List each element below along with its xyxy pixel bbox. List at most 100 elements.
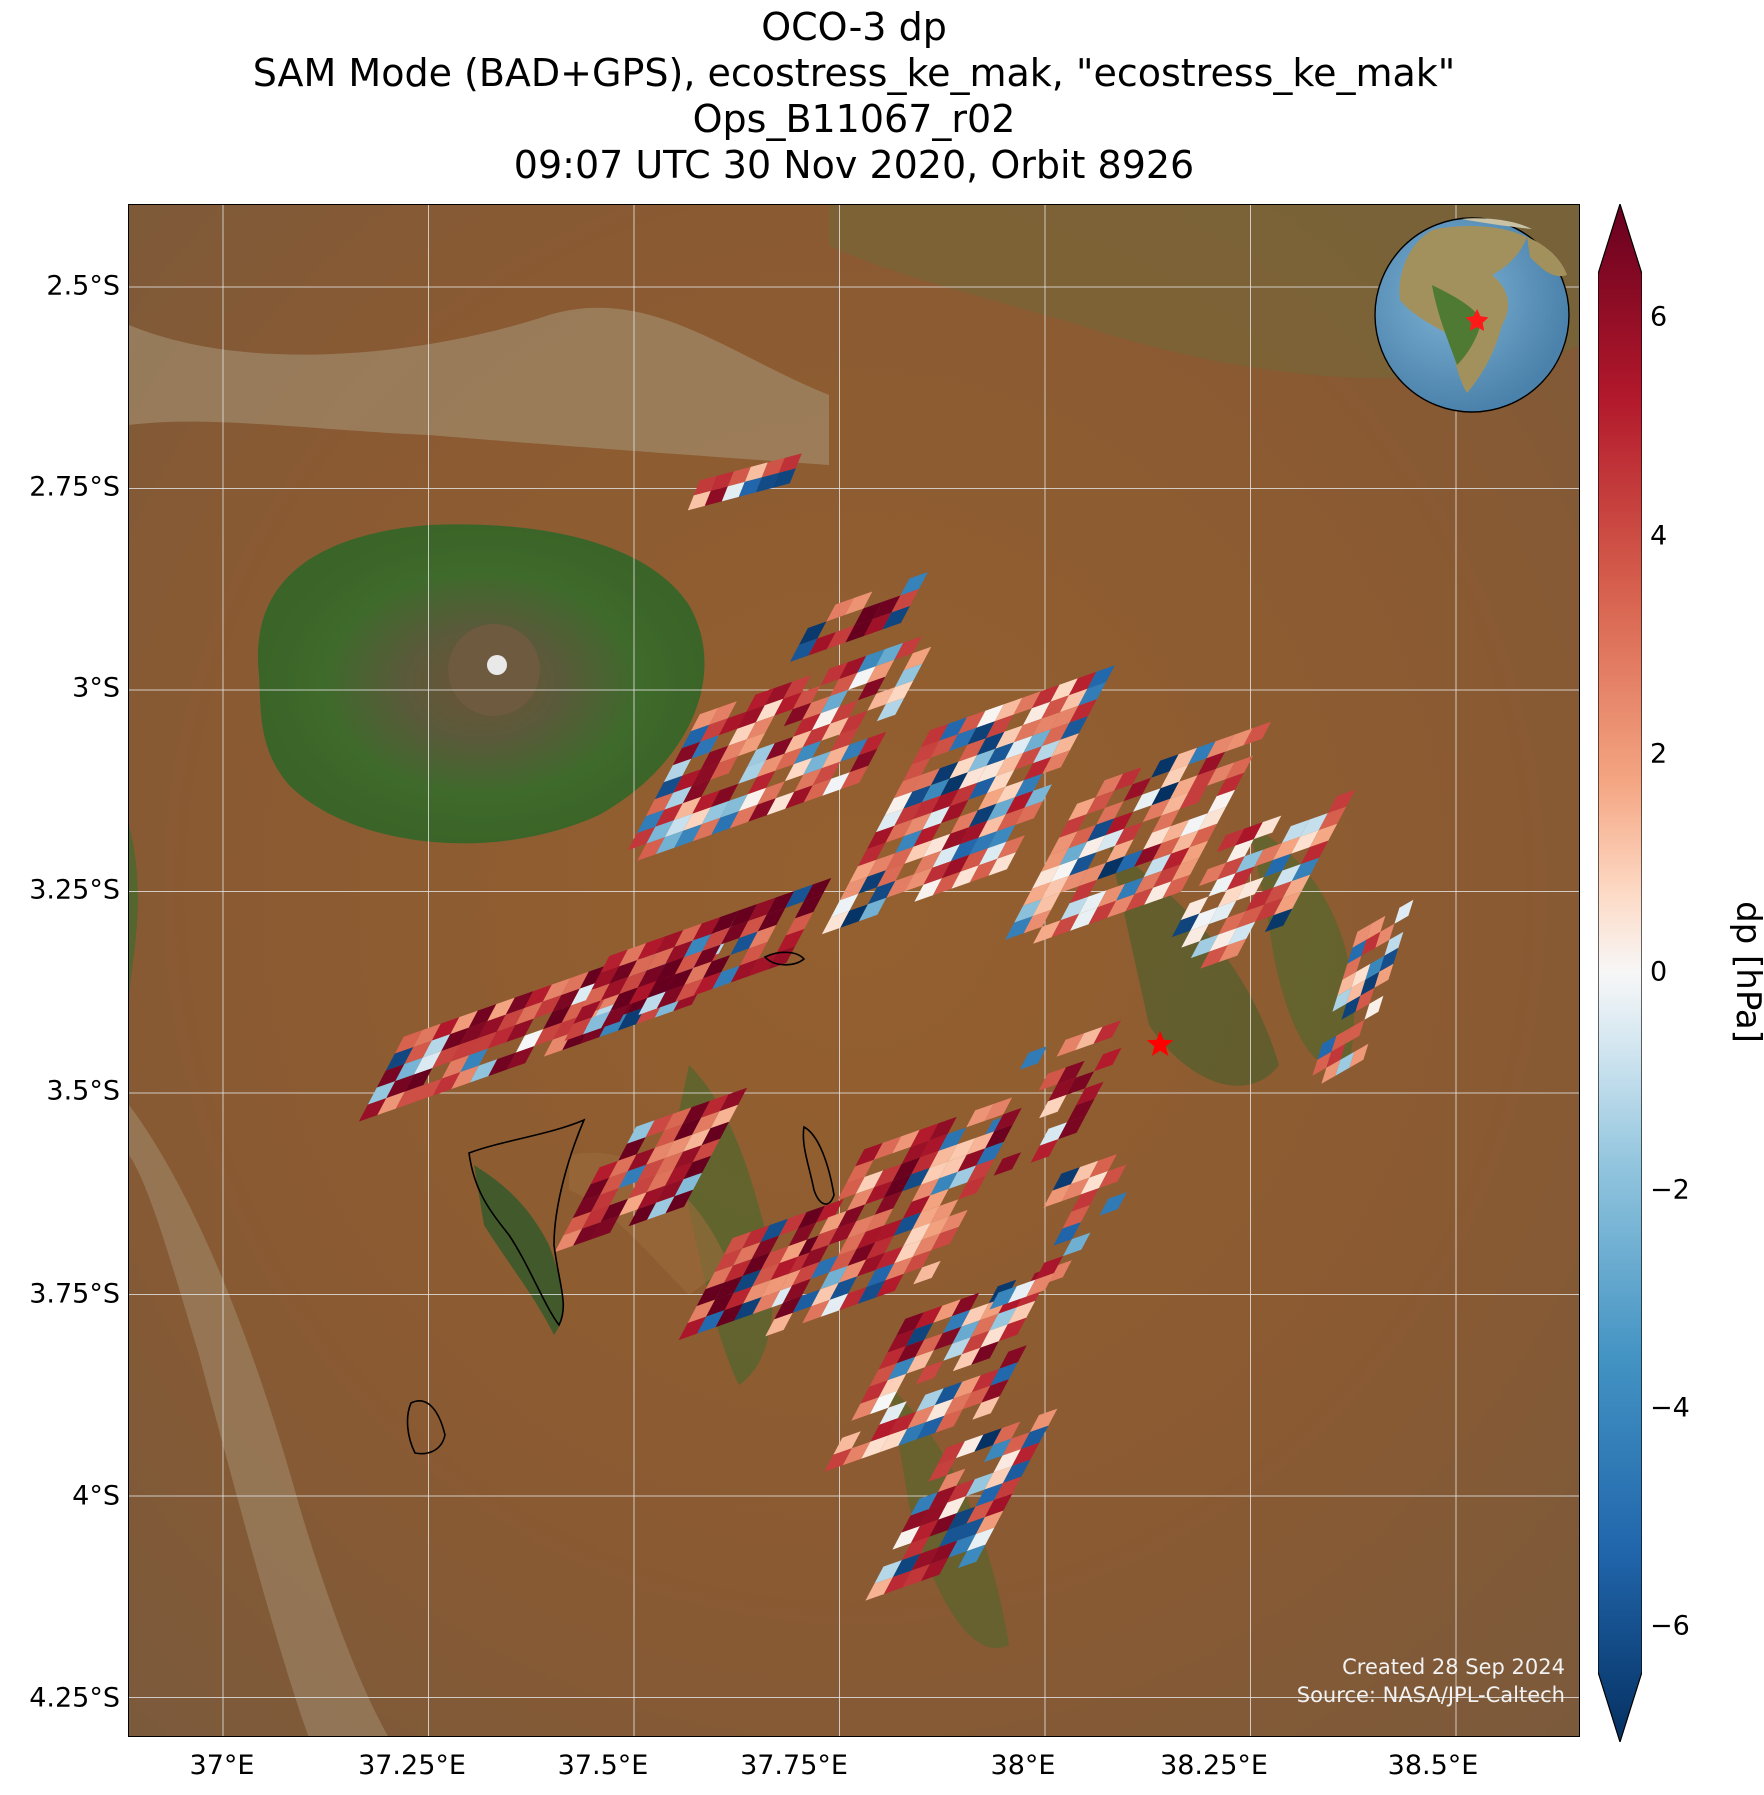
dp-sounding: [1050, 831, 1078, 855]
dp-sounding: [938, 1127, 967, 1151]
dp-sounding: [929, 1144, 958, 1168]
dp-sounding: [976, 704, 1004, 728]
dp-sounding: [875, 642, 904, 667]
dp-sounding: [1291, 857, 1320, 882]
dp-sounding: [665, 1162, 693, 1186]
dp-sounding: [1053, 1222, 1081, 1246]
dp-sounding: [377, 1091, 405, 1116]
dp-sounding: [618, 1164, 647, 1189]
dp-sounding: [1023, 909, 1052, 934]
lon-tick-label: 37.25°E: [358, 1750, 466, 1781]
dp-sounding: [760, 1218, 789, 1243]
dp-sounding: [628, 1202, 657, 1227]
dp-sounding: [844, 591, 873, 615]
dp-sounding: [876, 697, 905, 722]
title-line-2: SAM Mode (BAD+GPS), ecostress_ke_mak, "e…: [252, 51, 1456, 95]
dp-sounding: [751, 1235, 780, 1260]
dp-sounding: [970, 1313, 999, 1338]
dp-sounding: [1180, 896, 1209, 921]
dp-sounding: [992, 1421, 1021, 1446]
dp-sounding: [1217, 883, 1246, 908]
dp-sounding: [1200, 945, 1228, 969]
dp-sounding: [913, 823, 941, 847]
dp-sounding: [826, 625, 855, 649]
dp-sounding: [505, 991, 534, 1015]
dp-sounding: [902, 757, 931, 782]
dp-sounding: [1153, 864, 1181, 888]
dp-sounding: [937, 1468, 966, 1493]
dp-sounding: [693, 944, 721, 968]
dp-sounding: [803, 751, 831, 775]
graticule: [129, 205, 1579, 1736]
lake-outlines: [406, 951, 835, 1455]
dp-sounding: [618, 943, 647, 967]
dp-sounding: [879, 1428, 908, 1453]
dp-sounding: [1068, 797, 1096, 821]
dp-sounding: [866, 1263, 895, 1287]
dp-sounding: [647, 1196, 675, 1220]
dp-sounding: [930, 1199, 959, 1223]
dp-sounding: [940, 799, 969, 824]
dp-sounding: [1035, 1256, 1063, 1280]
dp-sounding: [738, 760, 766, 784]
locator-globe: [1374, 217, 1570, 413]
dp-sounding: [829, 1276, 858, 1300]
dp-sounding: [755, 472, 779, 493]
dp-sounding: [968, 803, 997, 828]
dp-sounding: [1181, 924, 1209, 948]
dp-sounding: [1235, 849, 1264, 874]
dp-sounding: [719, 1087, 748, 1112]
dp-sounding: [564, 1017, 592, 1041]
dp-sounding: [1032, 892, 1061, 917]
dp-sounding: [816, 1199, 844, 1223]
dp-sounding: [876, 1273, 904, 1298]
dp-sounding: [887, 1356, 916, 1381]
dp-sounding: [896, 1312, 924, 1336]
dp-sounding: [1216, 828, 1245, 853]
colorbar-tick-label: −4: [1650, 1392, 1690, 1424]
dp-sounding: [617, 1007, 646, 1031]
dp-sounding: [1361, 931, 1381, 956]
dp-sounding: [995, 752, 1024, 777]
summit-ice: [487, 655, 507, 675]
dp-sounding: [1079, 890, 1107, 914]
dp-sounding: [944, 1392, 972, 1416]
dp-sounding: [821, 910, 850, 935]
dp-sounding: [1321, 1059, 1341, 1084]
dp-sounding: [748, 925, 777, 949]
dp-sounding: [996, 807, 1025, 832]
dp-sounding: [989, 1286, 1017, 1310]
dp-sounding: [789, 638, 818, 662]
dp-sounding: [921, 1216, 950, 1240]
dp-sounding: [965, 1472, 994, 1497]
dp-sounding: [665, 968, 694, 992]
dp-sounding: [683, 1155, 712, 1180]
dp-sounding: [702, 955, 731, 979]
dp-sounding: [994, 1107, 1022, 1132]
dp-sounding: [901, 1509, 929, 1533]
dp-sounding: [673, 796, 702, 821]
dp-sounding: [998, 1317, 1027, 1342]
dp-sounding: [1013, 691, 1041, 715]
dp-sounding: [1326, 1043, 1346, 1068]
dp-sounding: [975, 1510, 1004, 1535]
dp-sounding: [727, 466, 751, 487]
dp-sounding: [920, 1161, 949, 1185]
dp-sounding: [770, 1256, 799, 1281]
dp-sounding: [913, 850, 942, 875]
dp-sounding: [554, 1228, 583, 1253]
dp-sounding: [914, 878, 942, 902]
dp-sounding: [1225, 728, 1253, 752]
dp-sounding: [910, 1123, 939, 1147]
dp-sounding: [855, 1142, 883, 1167]
dp-sounding: [957, 710, 986, 735]
dp-sounding: [515, 1001, 543, 1026]
dp-sounding: [721, 481, 745, 502]
dp-sounding: [718, 711, 747, 736]
dp-sounding: [894, 1239, 922, 1264]
dp-sounding: [1198, 862, 1227, 887]
dp-sounding: [413, 1051, 442, 1075]
dp-sounding: [784, 757, 813, 782]
dp-sounding: [952, 1347, 981, 1372]
dp-sounding: [1070, 907, 1098, 931]
